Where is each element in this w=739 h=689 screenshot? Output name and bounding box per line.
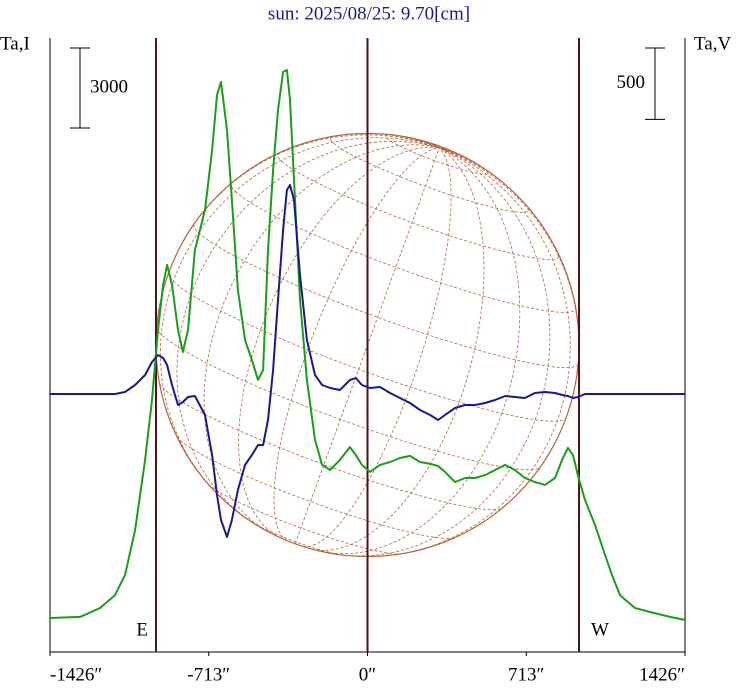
- disk-grid-line: [355, 133, 440, 149]
- disk-grid-line: [273, 147, 440, 541]
- disk-grid-line: [402, 136, 440, 149]
- x-tick-label: -1426″: [50, 664, 102, 685]
- scale-bar-label: 500: [617, 72, 646, 93]
- x-tick-label: 1426″: [639, 664, 685, 685]
- series-line: [50, 184, 685, 538]
- disk-grid-line: [168, 134, 440, 273]
- disk-grid-line: [310, 147, 485, 551]
- disk-grid-line: [159, 137, 440, 493]
- disk-grid-line: [294, 147, 440, 544]
- scale-bar-label: 3000: [90, 76, 128, 97]
- disk-grid-line: [389, 147, 571, 556]
- disk-grid-line: [439, 147, 446, 149]
- x-tick-label: 713″: [508, 664, 544, 685]
- series-line: [49, 69, 686, 621]
- disk-grid-line: [439, 147, 513, 191]
- disk-grid-line: [325, 147, 521, 555]
- disk-grid-line: [176, 140, 440, 523]
- x-tick-label: -713″: [187, 664, 230, 685]
- disk-grid-line: [303, 147, 452, 548]
- limb-annotation: W: [591, 619, 609, 640]
- disk-grid-line: [203, 144, 440, 532]
- disk-grid-line: [439, 147, 462, 156]
- limb-annotation: E: [136, 619, 148, 640]
- y2-axis-label: Ta,V: [694, 33, 731, 54]
- solar-disk: [155, 132, 580, 558]
- x-tick-label: 0″: [359, 664, 376, 685]
- disk-grid-line: [434, 144, 440, 149]
- disk-grid-line: [439, 147, 451, 151]
- disk-grid-line: [193, 224, 579, 368]
- disk-grid-line: [341, 147, 551, 557]
- disk-grid-line: [176, 436, 455, 539]
- y-axis-label: Ta,I: [0, 33, 30, 54]
- disk-grid-line: [207, 483, 401, 555]
- disk-grid-line: [238, 146, 440, 538]
- disk-grid-line: [439, 147, 580, 418]
- disk-grid-line: [230, 182, 577, 313]
- disk-grid-line: [277, 152, 560, 260]
- chart-title: sun: 2025/08/25: 9.70[cm]: [268, 3, 470, 24]
- disk-grid-line: [159, 383, 503, 511]
- disk-grid-line: [329, 135, 530, 213]
